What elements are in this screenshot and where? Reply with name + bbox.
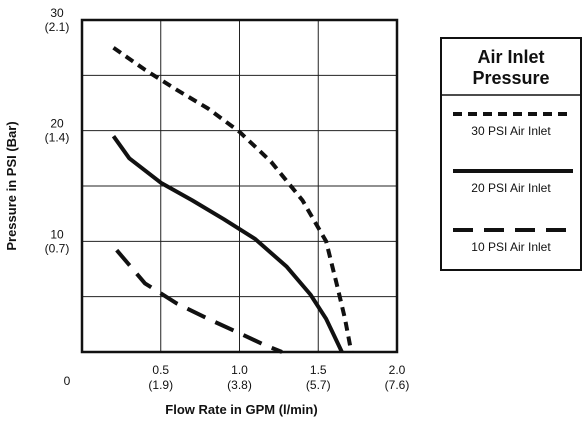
- x-tick-label: 1.5: [310, 363, 327, 377]
- y-tick-label: 20: [50, 117, 64, 131]
- x-tick-sublabel: (3.8): [227, 378, 252, 392]
- y-tick-sublabel: (2.1): [45, 20, 70, 34]
- y-tick-label: 30: [50, 6, 64, 20]
- y-axis-title: Pressure in PSI (Bar): [4, 121, 19, 250]
- legend: Air Inlet Pressure 30 PSI Air Inlet 20 PS…: [440, 37, 582, 271]
- legend-label-3: 10 PSI Air Inlet: [471, 240, 551, 254]
- x-tick-sublabel: (1.9): [148, 378, 173, 392]
- x-origin-label: 0: [64, 374, 71, 388]
- legend-label-2: 20 PSI Air Inlet: [471, 181, 551, 195]
- x-axis-title: Flow Rate in GPM (l/min): [165, 402, 317, 417]
- legend-items: 30 PSI Air Inlet 20 PSI Air Inlet 10 PSI A…: [453, 112, 573, 254]
- series-line-1: [112, 46, 354, 353]
- y-tick-sublabel: (0.7): [45, 241, 70, 255]
- legend-label-1: 30 PSI Air Inlet: [471, 124, 551, 138]
- legend-title-line1: Air Inlet: [477, 47, 544, 67]
- y-tick-sublabel: (1.4): [45, 131, 70, 145]
- y-tick-label: 10: [50, 227, 64, 241]
- series-line-3: [115, 248, 283, 354]
- tick-labels: 0 0.5(1.9) 1.0(3.8) 1.5(5.7) 2.0(7.6) 10(0.7)…: [45, 6, 410, 392]
- x-tick-label: 1.0: [231, 363, 248, 377]
- x-tick-label: 0.5: [152, 363, 169, 377]
- x-tick-sublabel: (5.7): [306, 378, 331, 392]
- series-layer: [111, 46, 354, 354]
- grid-lines: [82, 20, 397, 352]
- x-tick-label: 2.0: [389, 363, 406, 377]
- x-tick-sublabel: (7.6): [385, 378, 410, 392]
- legend-title-line2: Pressure: [472, 68, 549, 88]
- series-line-2: [111, 135, 344, 353]
- plot-frame: [80, 18, 399, 354]
